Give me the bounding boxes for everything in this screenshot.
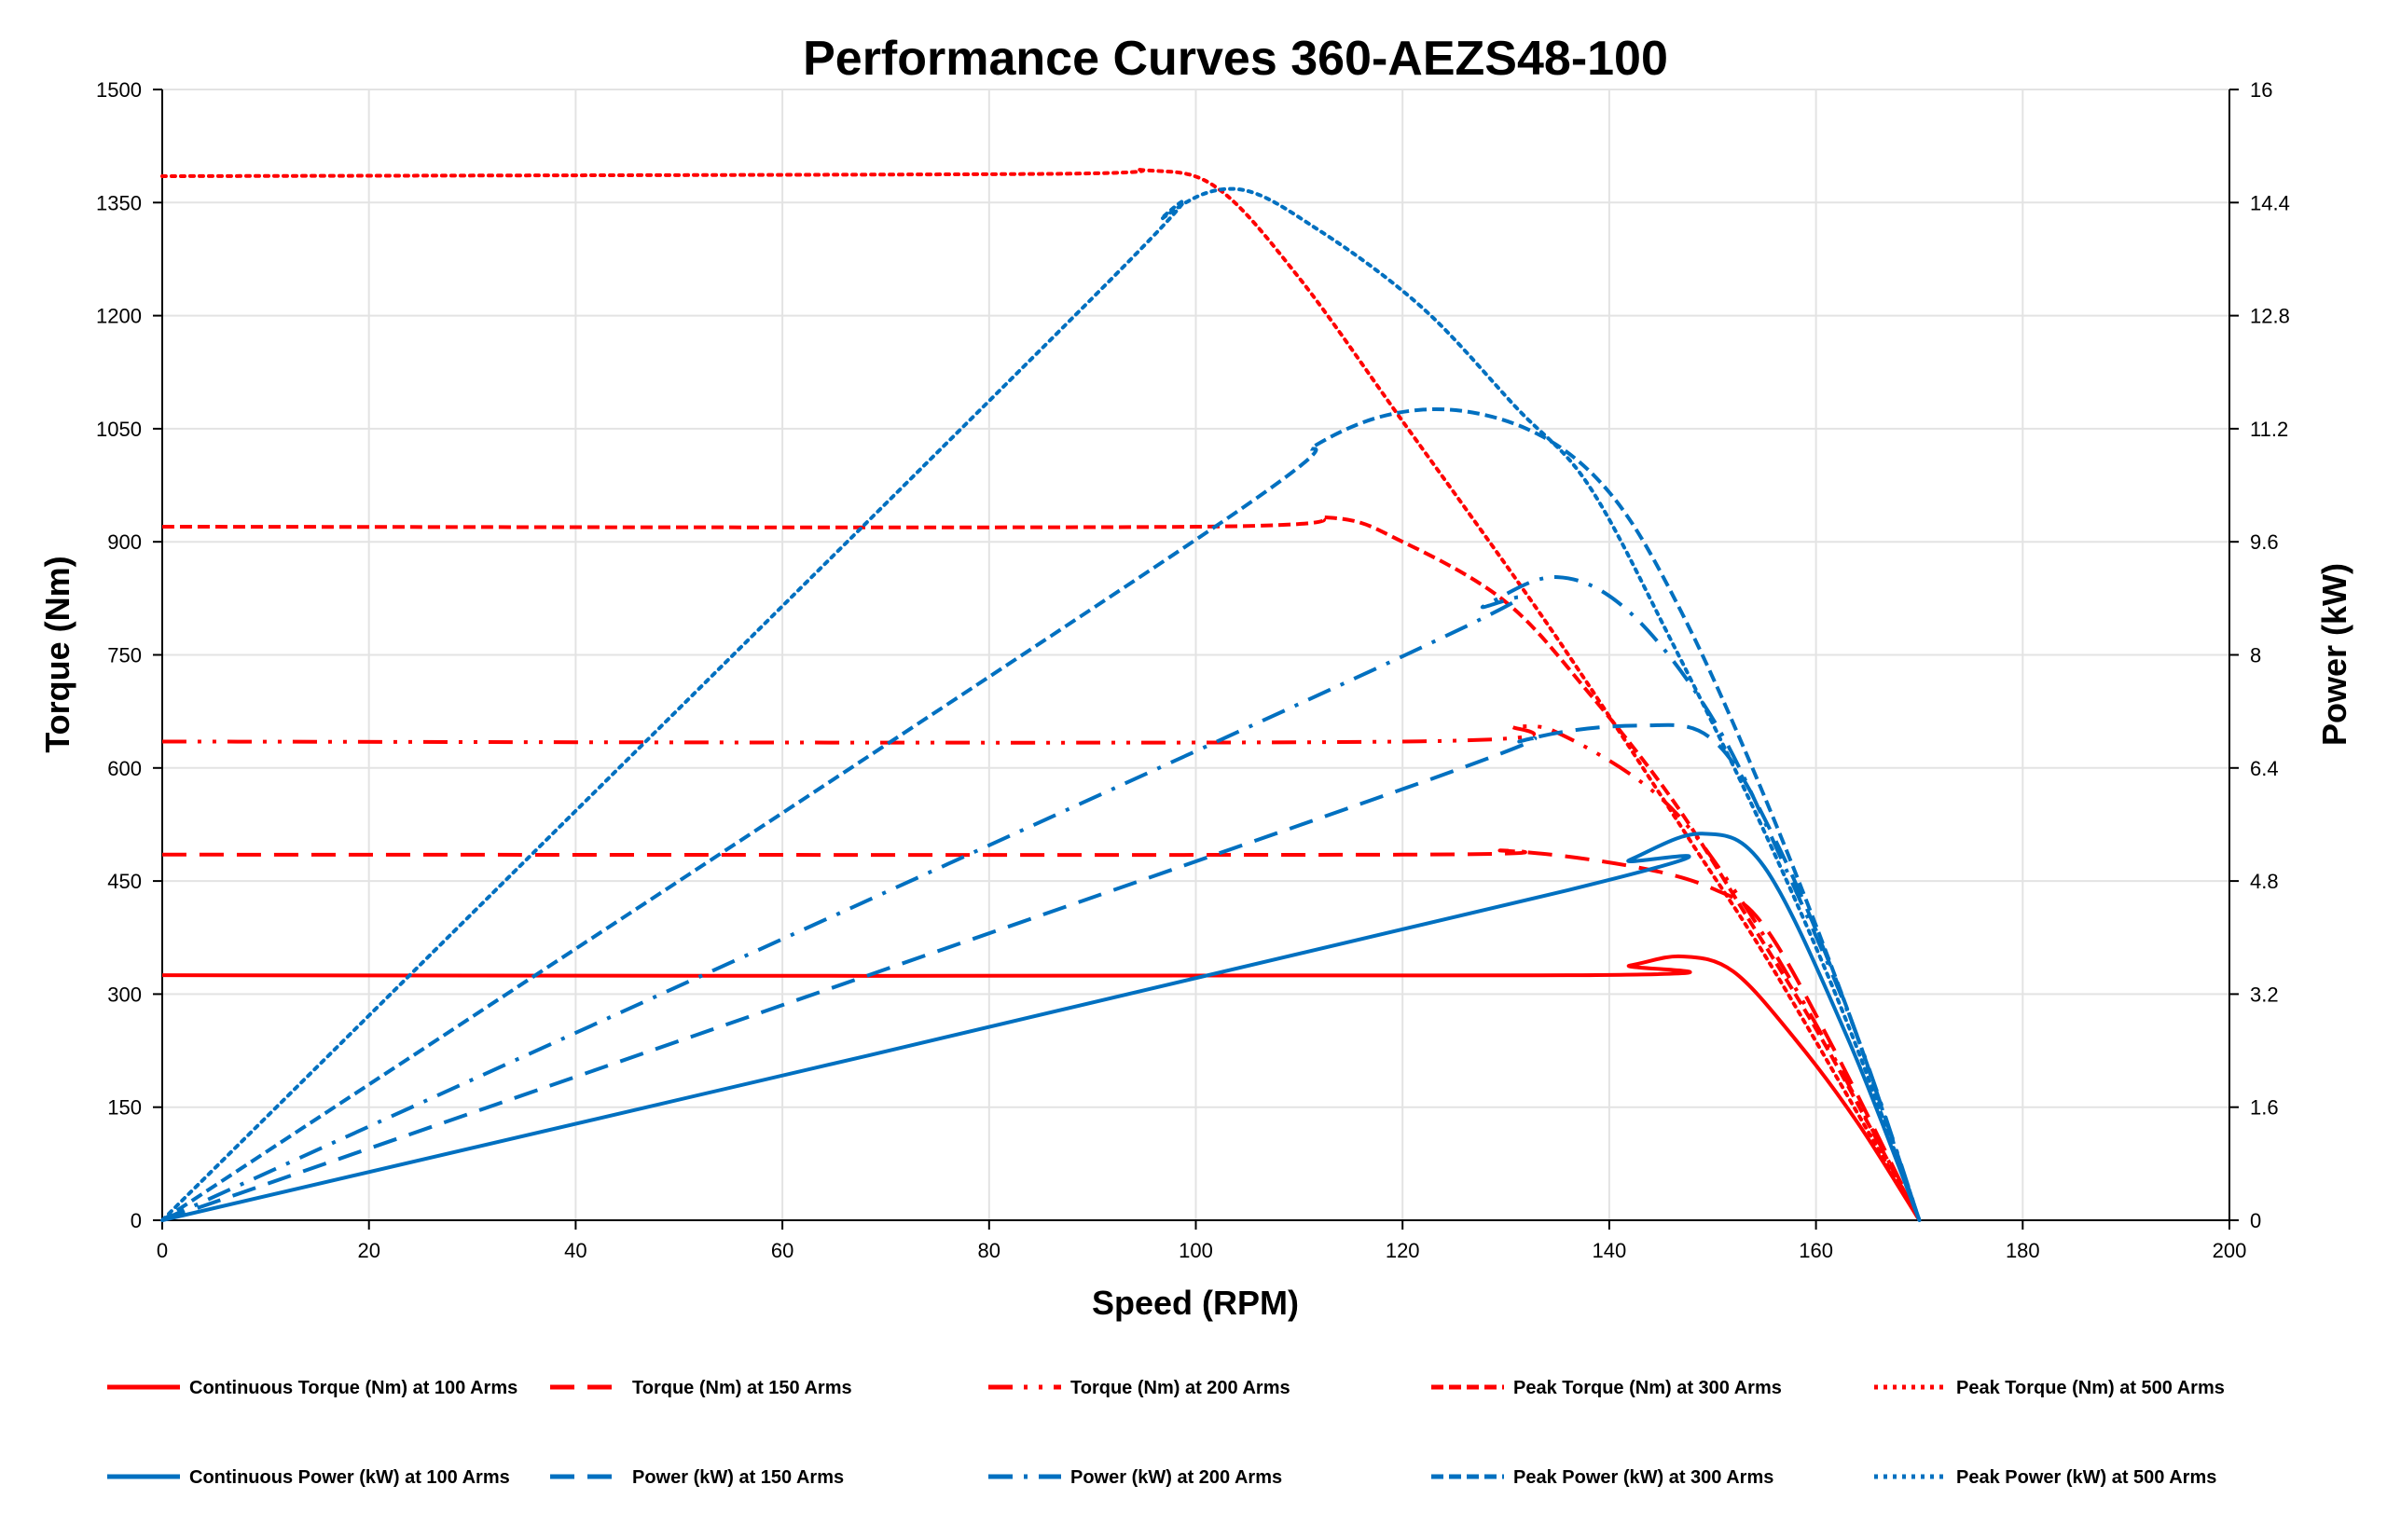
x-tick-label: 120 — [1386, 1239, 1420, 1262]
y2-tick-label: 0 — [2250, 1209, 2261, 1232]
gridlines — [162, 89, 2230, 1220]
x-tick-label: 200 — [2213, 1239, 2247, 1262]
x-tick-label: 180 — [2006, 1239, 2040, 1262]
chart-title: Performance Curves 360-AEZS48-100 — [803, 32, 1668, 86]
legend-label: Peak Power (kW) at 500 Arms — [1956, 1467, 2216, 1488]
y-tick-label: 0 — [131, 1209, 142, 1232]
y2-tick-label: 16 — [2250, 78, 2272, 102]
series-line-torque-nm-at-150-arms — [161, 848, 1922, 1221]
legend-label: Continuous Torque (Nm) at 100 Arms — [189, 1378, 517, 1398]
y2-tick-label: 9.6 — [2250, 530, 2279, 554]
x-tick-label: 40 — [564, 1239, 586, 1262]
series-lines — [160, 167, 1922, 1222]
x-tick-label: 100 — [1179, 1239, 1213, 1262]
x-tick-label: 20 — [357, 1239, 379, 1262]
y-axis-title: Torque (Nm) — [38, 556, 76, 752]
x-tick-label: 60 — [771, 1239, 793, 1262]
y-tick-label: 300 — [107, 983, 142, 1006]
y-tick-label: 150 — [107, 1096, 142, 1120]
series-line-torque-nm-at-200-arms — [161, 724, 1922, 1221]
y-tick-label: 1500 — [96, 78, 142, 102]
y2-tick-label: 4.8 — [2250, 870, 2279, 893]
series-line-peak-power-kw-at-500-arms — [160, 186, 1922, 1222]
y-tick-label: 1050 — [96, 418, 142, 441]
legend-label: Torque (Nm) at 200 Arms — [1070, 1378, 1290, 1398]
legend-label: Peak Torque (Nm) at 500 Arms — [1956, 1378, 2225, 1398]
legend-label: Power (kW) at 200 Arms — [1070, 1467, 1282, 1488]
y2-axis-title: Power (kW) — [2315, 563, 2353, 746]
legend-label: Peak Power (kW) at 300 Arms — [1513, 1467, 1773, 1488]
y-tick-label: 1350 — [96, 191, 142, 214]
y2-tick-label: 6.4 — [2250, 757, 2279, 780]
legend-label: Continuous Power (kW) at 100 Arms — [189, 1467, 510, 1488]
legend-label: Power (kW) at 150 Arms — [632, 1467, 844, 1488]
x-tick-label: 140 — [1593, 1239, 1627, 1262]
y2-tick-label: 3.2 — [2250, 983, 2279, 1006]
legend-label: Torque (Nm) at 150 Arms — [632, 1378, 852, 1398]
legend-label: Peak Torque (Nm) at 300 Arms — [1513, 1378, 1782, 1398]
axes: 0 20 40 60 80 100 120 140 160 180 2000150300450600… — [96, 78, 2290, 1262]
y-tick-label: 900 — [107, 530, 142, 554]
x-tick-label: 80 — [978, 1239, 1000, 1262]
y2-tick-label: 12.8 — [2250, 305, 2290, 328]
y-tick-label: 600 — [107, 757, 142, 780]
series-line-continuous-torque-nm-at-100-arms — [161, 954, 1922, 1222]
series-line-power-kw-at-200-arms — [161, 575, 1922, 1222]
x-tick-label: 160 — [1799, 1239, 1833, 1262]
y2-tick-label: 8 — [2250, 644, 2261, 667]
y-tick-label: 1200 — [96, 305, 142, 328]
legend: Continuous Torque (Nm) at 100 Arms Torque… — [107, 1378, 2225, 1488]
y2-tick-label: 11.2 — [2250, 418, 2288, 441]
series-line-peak-torque-nm-at-500-arms — [160, 167, 1922, 1222]
x-axis-title: Speed (RPM) — [1092, 1284, 1299, 1322]
series-line-continuous-power-kw-at-100-arms — [161, 832, 1922, 1222]
y-tick-label: 450 — [107, 870, 142, 893]
x-tick-label: 0 — [157, 1239, 168, 1262]
y-tick-label: 750 — [107, 644, 142, 667]
series-line-peak-power-kw-at-300-arms — [160, 407, 1922, 1222]
y2-tick-label: 14.4 — [2250, 191, 2290, 214]
y2-tick-label: 1.6 — [2250, 1096, 2279, 1120]
